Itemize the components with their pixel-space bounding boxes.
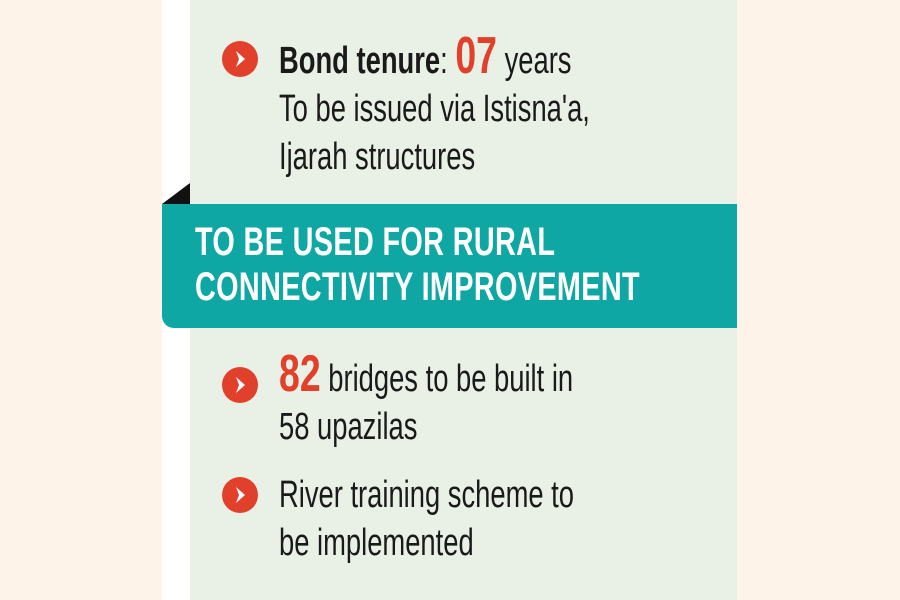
chevron-right-circle-icon — [222, 367, 258, 403]
river-line-1: River training scheme to — [279, 474, 575, 516]
purpose-banner: TO BE USED FOR RURAL CONNECTIVITY IMPROV… — [162, 204, 737, 328]
bond-tenure-label: Bond tenure — [279, 40, 441, 82]
issue-line: To be issued via Istisna'a, — [279, 88, 590, 130]
bridges-line-2: 58 upazilas — [279, 406, 418, 448]
tenure-unit: years — [504, 40, 572, 82]
banner-line-1: TO BE USED FOR RURAL — [195, 220, 556, 264]
bond-tenure-text: Bond tenure: 07 years To be issued via I… — [279, 30, 590, 181]
tenure-value: 07 — [455, 27, 497, 85]
chevron-right-circle-icon — [222, 477, 258, 513]
river-training-text: River training scheme to be implemented — [279, 471, 574, 567]
banner-fold — [162, 183, 190, 204]
bridges-line-1: bridges to be built in — [328, 358, 574, 400]
banner-text: TO BE USED FOR RURAL CONNECTIVITY IMPROV… — [195, 220, 640, 310]
colon: : — [440, 40, 448, 82]
chevron-right-circle-icon — [222, 41, 258, 77]
banner-line-2: CONNECTIVITY IMPROVEMENT — [195, 265, 640, 309]
river-line-2: be implemented — [279, 522, 474, 564]
bridges-count: 82 — [279, 345, 321, 403]
bridges-text: 82 bridges to be built in 58 upazilas — [279, 348, 574, 451]
structures-line: Ijarah structures — [279, 136, 476, 178]
